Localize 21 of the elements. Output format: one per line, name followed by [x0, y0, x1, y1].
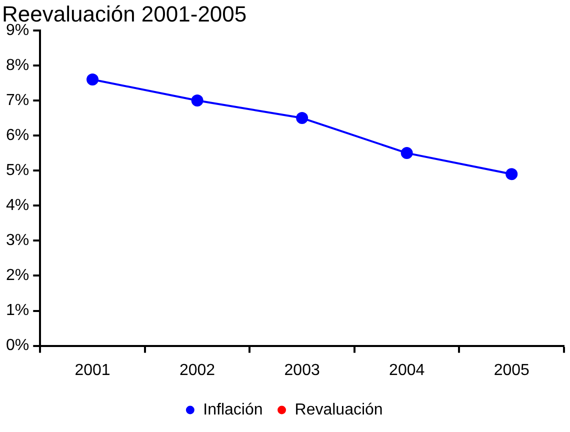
- y-tick-label: 8%: [6, 56, 30, 74]
- legend-label: Inflación: [203, 401, 263, 418]
- point: [191, 94, 204, 106]
- legend-label: Revaluación: [294, 401, 383, 418]
- y-tick-label: 5%: [6, 162, 30, 179]
- y-tick-label: 6%: [6, 126, 30, 144]
- x-tick-label: 2002: [179, 362, 216, 379]
- y-tick-label: 3%: [6, 232, 30, 250]
- point: [400, 147, 413, 160]
- y-tick-label: 7%: [6, 92, 30, 109]
- y-tick-label: 4%: [6, 197, 30, 214]
- y-tick-label: 1%: [6, 302, 30, 320]
- x-tick-label: 2004: [389, 362, 425, 379]
- x-tick-label: 2003: [284, 362, 320, 379]
- point: [506, 168, 518, 180]
- y-tick-label: 0%: [6, 337, 30, 354]
- y-tick-label: 2%: [6, 267, 30, 284]
- point: [86, 73, 99, 86]
- x-tick-label: 2001: [74, 362, 110, 379]
- x-tick-label: 2005: [494, 362, 530, 379]
- point: [296, 112, 308, 124]
